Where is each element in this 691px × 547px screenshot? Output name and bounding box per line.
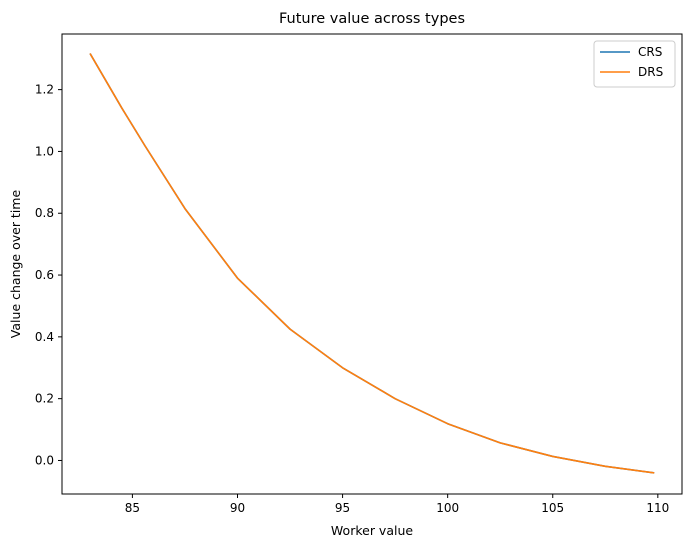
y-tick-label: 0.0 [35,453,54,467]
x-tick-label: 95 [335,501,350,515]
legend-label-crs: CRS [638,45,662,59]
x-tick-label: 100 [436,501,459,515]
y-tick-label: 0.4 [35,330,54,344]
x-tick-label: 90 [230,501,245,515]
y-tick-label: 1.2 [35,83,54,97]
x-tick-label: 105 [541,501,564,515]
y-tick-label: 0.2 [35,392,54,406]
series-line-drs [89,53,655,474]
x-tick-label: 85 [125,501,140,515]
y-axis-ticks: 0.0 0.2 0.4 0.6 0.8 1.0 1.2 [35,83,62,467]
x-tick-label: 110 [646,501,669,515]
legend-label-drs: DRS [638,65,663,79]
legend: CRS DRS [593,40,676,88]
plot-area [62,34,682,494]
plot-frame [61,33,683,495]
plot-background [62,34,682,494]
legend-box [593,40,676,88]
y-tick-label: 0.8 [35,206,54,220]
chart-title: Future value across types [279,11,465,27]
x-axis-label: Worker value [331,523,413,538]
series-lines [89,53,655,474]
x-axis-ticks: 85 90 95 100 105 110 [125,494,669,515]
y-tick-label: 0.6 [35,268,54,282]
y-axis-label: Value change over time [8,190,23,339]
y-tick-label: 1.0 [35,144,54,158]
